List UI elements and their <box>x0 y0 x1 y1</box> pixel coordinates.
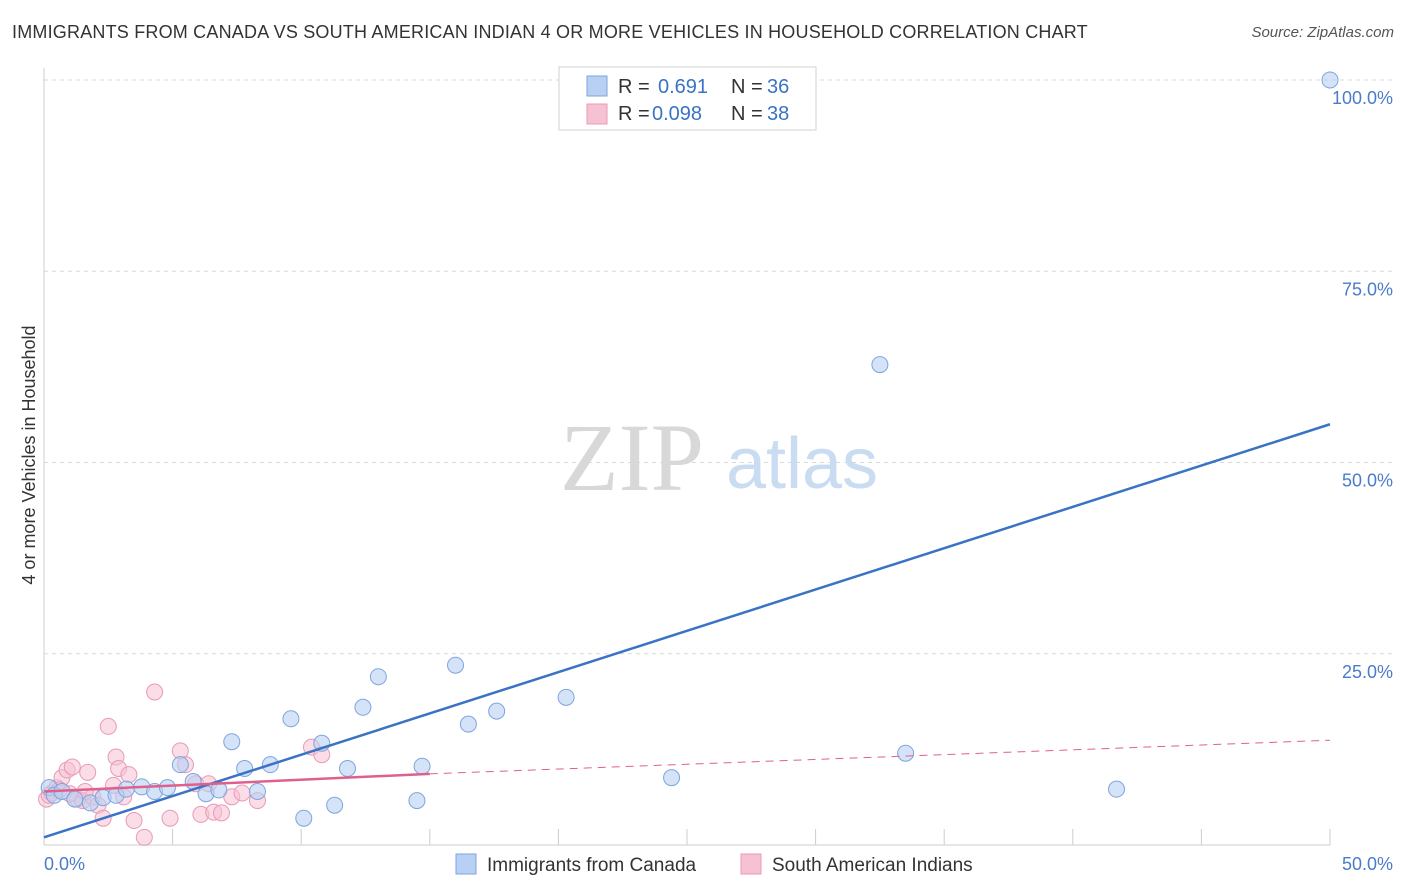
blue-point <box>295 809 313 827</box>
blue-point <box>354 698 372 716</box>
legend-n-label-1: N = <box>731 76 763 98</box>
blue-point <box>897 744 915 762</box>
y-tick-label: 25.0% <box>1342 662 1393 682</box>
watermark-atlas: atlas <box>726 424 878 504</box>
blue-point <box>413 757 431 775</box>
blue-point <box>408 792 426 810</box>
pink-point <box>135 828 153 846</box>
gridlines <box>44 79 1395 655</box>
source-credit: Source: ZipAtlas.com <box>1251 24 1394 41</box>
bottom-legend-label-1: Immigrants from Canada <box>487 855 697 876</box>
legend-r-value-2: 0.098 <box>652 103 702 125</box>
axes <box>43 68 1331 846</box>
blue-point <box>1108 780 1126 798</box>
x-tick-labels: 0.0% 50.0% <box>44 854 1393 874</box>
legend-r-label-1: R = <box>618 76 650 98</box>
bottom-legend-swatch-pink <box>740 853 762 875</box>
legend-n-value-2: 38 <box>767 103 789 125</box>
legend-r-value-1: 0.691 <box>658 76 708 98</box>
blue-point <box>158 779 176 797</box>
watermark-zip: ZIP <box>560 404 704 511</box>
blue-point <box>459 715 477 733</box>
x-tick-label: 0.0% <box>44 854 85 874</box>
pink-point <box>146 683 164 701</box>
legend-swatch-pink <box>586 103 608 125</box>
blue-point <box>282 710 300 728</box>
blue-point <box>488 702 506 720</box>
chart-title: IMMIGRANTS FROM CANADA VS SOUTH AMERICAN… <box>12 22 1088 42</box>
blue-point <box>326 796 344 814</box>
blue-point <box>557 688 575 706</box>
y-tick-labels: 25.0% 50.0% 75.0% 100.0% <box>1332 88 1393 682</box>
blue-point <box>663 769 681 787</box>
correlation-legend: R = 0.691 N = 36 R = 0.098 N = 38 <box>558 66 817 131</box>
y-tick-label: 100.0% <box>1332 88 1393 108</box>
pink-point <box>120 766 138 784</box>
series-legend: Immigrants from Canada South American In… <box>455 853 973 876</box>
legend-n-label-2: N = <box>731 103 763 125</box>
legend-n-value-1: 36 <box>767 76 789 98</box>
bottom-legend-swatch-blue <box>455 853 477 875</box>
blue-point <box>223 733 241 751</box>
blue-point <box>369 668 387 686</box>
blue-trend-line <box>43 423 1331 839</box>
blue-point <box>338 760 356 777</box>
pink-trend-extension <box>429 739 1331 775</box>
watermark: ZIP atlas <box>560 404 878 511</box>
pink-point <box>212 804 230 822</box>
bottom-legend-label-2: South American Indians <box>772 855 973 876</box>
legend-swatch-blue <box>586 75 608 97</box>
pink-point <box>161 809 179 827</box>
y-tick-label: 75.0% <box>1342 279 1393 299</box>
pink-point <box>233 784 251 802</box>
pink-point <box>125 812 143 830</box>
pink-trend-line <box>43 772 430 793</box>
blue-point <box>447 656 465 674</box>
x-tick-label: 50.0% <box>1342 854 1393 874</box>
y-tick-label: 50.0% <box>1342 471 1393 491</box>
blue-point <box>66 790 84 808</box>
blue-point <box>1321 71 1339 89</box>
pink-point <box>79 763 97 781</box>
blue-point <box>248 782 266 800</box>
pink-point <box>99 717 117 735</box>
pink-point <box>63 758 81 776</box>
y-axis-title: 4 or more Vehicles in Household <box>19 325 39 584</box>
blue-point <box>171 756 189 774</box>
legend-r-label-2: R = <box>618 103 650 125</box>
trend-lines <box>43 423 1331 839</box>
blue-point <box>871 356 889 374</box>
